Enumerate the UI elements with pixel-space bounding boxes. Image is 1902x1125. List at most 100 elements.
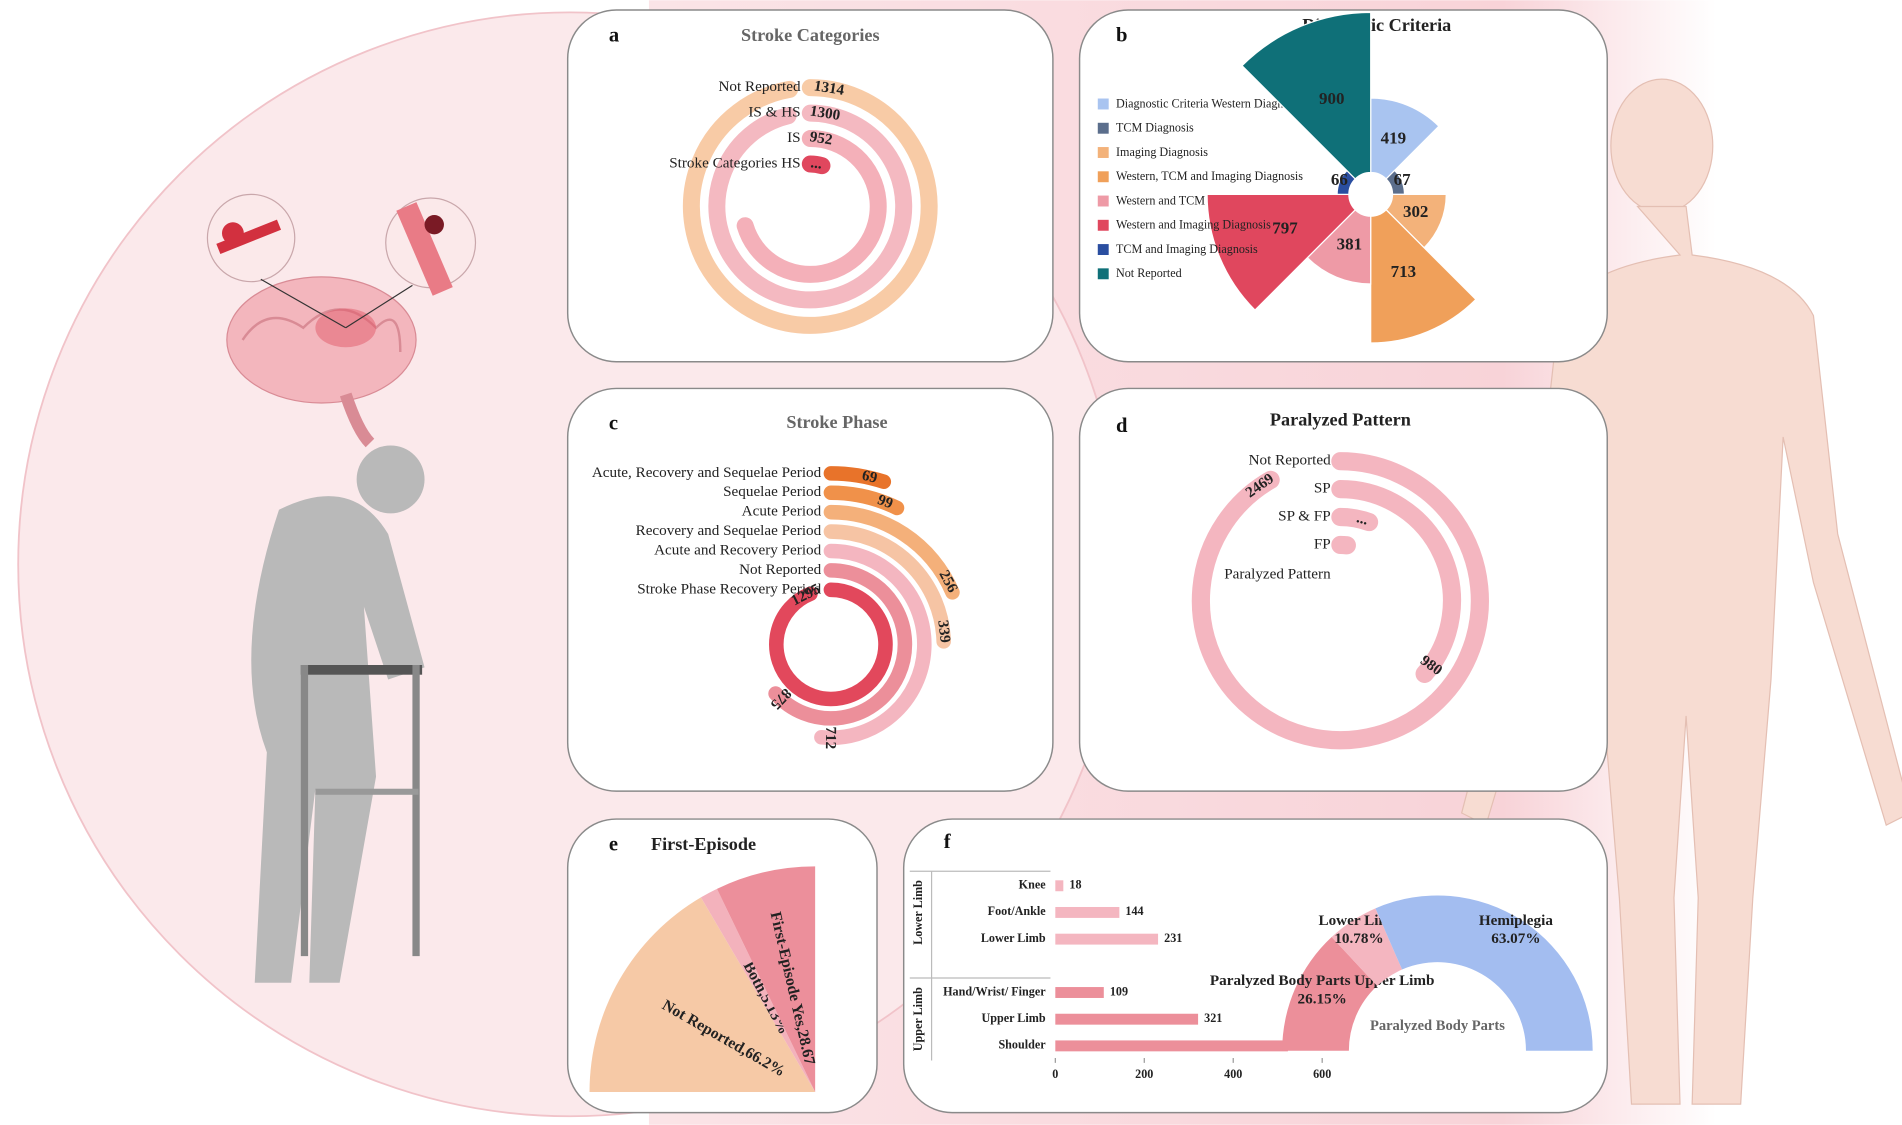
value-label: ... xyxy=(1355,509,1371,528)
bar xyxy=(1055,1040,1288,1052)
legend-swatch xyxy=(1097,122,1109,134)
rose-sector xyxy=(1370,97,1440,180)
x-tick-label: 400 xyxy=(1224,1067,1242,1081)
value-label: 381 xyxy=(1337,235,1362,254)
ring-bar xyxy=(769,582,893,707)
category-label: Shoulder xyxy=(998,1038,1046,1052)
chart-title: Stroke Categories xyxy=(741,25,880,45)
ring-bar xyxy=(823,485,905,516)
segment-value: 26.15% xyxy=(1298,990,1347,1007)
category-label: Foot/Ankle xyxy=(988,904,1047,918)
bar xyxy=(1055,933,1159,945)
chart-title: First-Episode xyxy=(651,834,756,854)
legend-label: Western and Imaging Diagnosis xyxy=(1116,218,1271,232)
panel-letter: b xyxy=(1116,24,1127,46)
ring-bar xyxy=(823,524,951,649)
bar xyxy=(1055,987,1104,998)
donut-segment xyxy=(1282,937,1378,1051)
value-label: ... xyxy=(810,154,824,172)
value-label: 302 xyxy=(1403,202,1428,221)
value-label: 99 xyxy=(875,491,896,512)
value-label: 231 xyxy=(1164,931,1182,945)
x-tick-label: 600 xyxy=(1313,1067,1331,1081)
category-label: FP xyxy=(1314,535,1331,552)
chart-title: Paralyzed Pattern xyxy=(1270,409,1411,429)
panel-frame xyxy=(566,9,1054,363)
category-label: Acute and Recovery Period xyxy=(654,541,822,558)
value-label: 321 xyxy=(1204,1011,1222,1025)
category-label: IS xyxy=(787,129,800,146)
pie-slice xyxy=(716,866,816,1092)
category-label: SP & FP xyxy=(1278,507,1331,524)
elderly-man-illustration xyxy=(251,445,425,983)
value-label: 67 xyxy=(1394,170,1411,189)
panel-letter: d xyxy=(1116,415,1128,437)
ring-bar xyxy=(814,543,932,746)
category-label: Recovery and Sequelae Period xyxy=(636,522,822,539)
value-label: 712 xyxy=(822,726,839,749)
panel-frame xyxy=(902,818,1608,1114)
rose-sector xyxy=(1370,208,1477,344)
value-label: 713 xyxy=(1391,262,1416,281)
value-label: 952 xyxy=(809,128,834,148)
panel-letter: c xyxy=(609,413,618,435)
value-label: 339 xyxy=(934,619,954,644)
panel-letter: e xyxy=(609,833,618,855)
rose-sector xyxy=(1206,193,1357,311)
legend-swatch xyxy=(1097,244,1109,256)
panel-frame xyxy=(1078,387,1608,792)
ring-bar xyxy=(768,563,913,726)
category-label: Not Reported xyxy=(718,78,801,95)
ring-bar xyxy=(1331,507,1379,532)
category-label: Hand/Wrist/ Finger xyxy=(943,984,1046,998)
axis-label: Paralyzed Pattern xyxy=(1224,566,1331,583)
legend-label: TCM and Imaging Diagnosis xyxy=(1116,242,1258,256)
value-label: 1300 xyxy=(809,102,842,124)
legend-label: Not Reported xyxy=(1116,266,1182,280)
value-label: 419 xyxy=(1381,129,1406,148)
center-label: Paralyzed Body Parts xyxy=(1370,1018,1505,1034)
x-tick-label: 200 xyxy=(1135,1067,1153,1081)
category-label: Stroke Phase Recovery Period xyxy=(637,580,821,597)
legend-label: Imaging Diagnosis xyxy=(1116,145,1208,159)
legend-swatch xyxy=(1097,268,1109,280)
value-label: 900 xyxy=(1319,89,1344,108)
pie-slice xyxy=(589,897,816,1092)
ring-bar xyxy=(801,155,831,175)
legend-swatch xyxy=(1097,171,1109,183)
legend-label: Western, TCM and Imaging Diagnosis xyxy=(1116,169,1303,183)
ring-bar xyxy=(682,79,938,334)
rose-sector xyxy=(1241,11,1372,180)
ring-bar xyxy=(823,466,892,490)
pie-slice xyxy=(700,888,816,1092)
ring-bar xyxy=(823,504,960,600)
x-tick-label: 0 xyxy=(1052,1067,1058,1081)
legend-swatch xyxy=(1097,98,1109,110)
bar xyxy=(1055,880,1064,892)
value-label: 797 xyxy=(1272,219,1298,238)
value-label: 18 xyxy=(1069,878,1081,892)
bar xyxy=(1055,906,1120,918)
legend-swatch xyxy=(1097,195,1109,207)
category-label: IS & HS xyxy=(748,104,800,121)
ring-bar xyxy=(1191,452,1489,750)
category-label: SP xyxy=(1314,480,1331,497)
category-label: Acute, Recovery and Sequelae Period xyxy=(592,464,822,481)
ring-bar xyxy=(708,104,913,309)
segment-value: 10.78% xyxy=(1334,930,1383,947)
ring-bar xyxy=(736,130,887,283)
value-label: 109 xyxy=(1110,984,1128,998)
segment-value: 63.07% xyxy=(1491,930,1540,947)
segment-label: Hemiplegia xyxy=(1479,912,1554,929)
chart-title: Stroke Phase xyxy=(786,412,887,432)
panel-letter: a xyxy=(609,24,619,46)
category-label: Stroke Categories HS xyxy=(669,155,800,172)
group-label: Lower Limb xyxy=(911,880,925,945)
value-label: 66 xyxy=(1331,170,1348,189)
legend-label: TCM Diagnosis xyxy=(1116,121,1194,135)
legend-swatch xyxy=(1097,147,1109,158)
legend-swatch xyxy=(1097,219,1109,231)
category-label: Lower Limb xyxy=(981,931,1046,945)
category-label: Knee xyxy=(1019,878,1047,892)
category-label: Sequelae Period xyxy=(723,483,821,500)
